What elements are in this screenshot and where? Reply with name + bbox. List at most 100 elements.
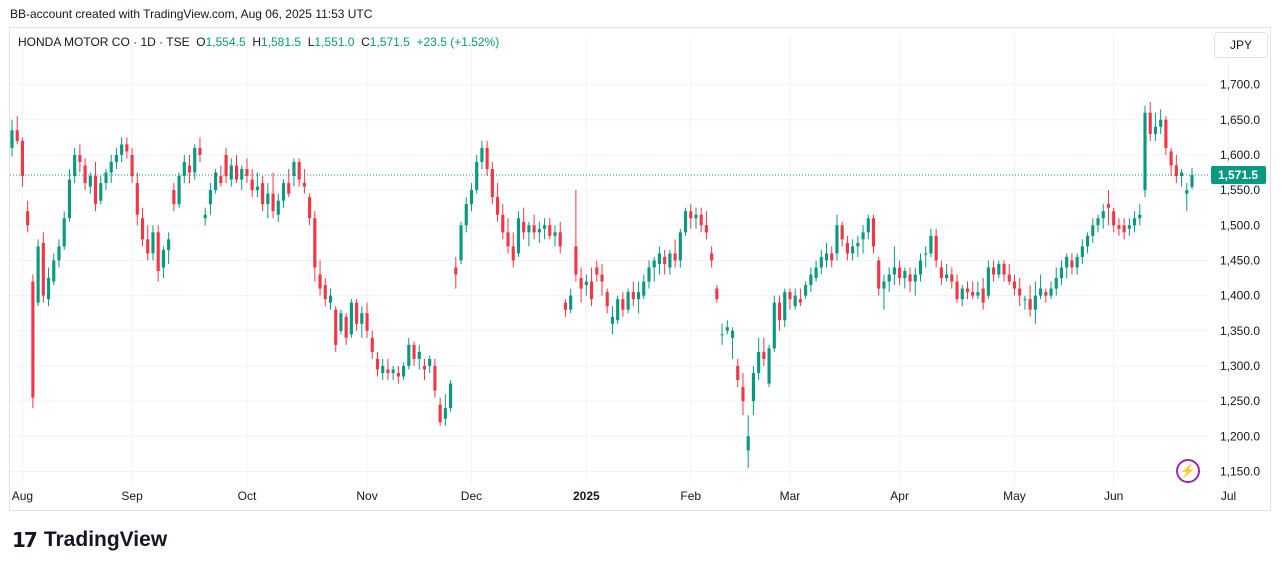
- candle[interactable]: [736, 358, 740, 388]
- candle[interactable]: [1096, 214, 1100, 233]
- candle[interactable]: [845, 235, 849, 261]
- candle[interactable]: [1159, 109, 1163, 134]
- candle[interactable]: [636, 281, 641, 314]
- candle[interactable]: [647, 260, 651, 289]
- candle[interactable]: [1190, 167, 1194, 190]
- candle[interactable]: [1133, 211, 1137, 233]
- candle[interactable]: [777, 295, 782, 331]
- candle[interactable]: [668, 249, 672, 275]
- candle[interactable]: [945, 263, 949, 282]
- candle[interactable]: [381, 358, 385, 381]
- candle[interactable]: [1080, 239, 1084, 264]
- symbol-name[interactable]: HONDA MOTOR CO · 1D · TSE: [18, 35, 190, 49]
- candle[interactable]: [1028, 285, 1032, 317]
- candle[interactable]: [250, 169, 254, 198]
- candle[interactable]: [715, 285, 719, 303]
- candle[interactable]: [386, 358, 390, 381]
- candle[interactable]: [412, 341, 416, 366]
- candle[interactable]: [370, 330, 374, 359]
- candle[interactable]: [652, 256, 656, 282]
- candle[interactable]: [960, 285, 964, 307]
- candle[interactable]: [1075, 253, 1079, 275]
- candle[interactable]: [109, 154, 113, 184]
- candle[interactable]: [683, 207, 688, 236]
- candle[interactable]: [281, 179, 286, 208]
- candle[interactable]: [99, 176, 103, 205]
- candle[interactable]: [339, 309, 343, 335]
- candle[interactable]: [1065, 253, 1069, 279]
- candle[interactable]: [261, 176, 265, 212]
- candle[interactable]: [1070, 253, 1074, 275]
- candle[interactable]: [856, 235, 860, 257]
- candle[interactable]: [934, 228, 938, 268]
- tradingview-logo[interactable]: 17 TradingView: [12, 528, 167, 552]
- candle[interactable]: [642, 274, 646, 300]
- candle[interactable]: [955, 274, 959, 303]
- candle[interactable]: [579, 267, 583, 303]
- candle[interactable]: [574, 190, 578, 282]
- candle[interactable]: [767, 344, 771, 388]
- candle[interactable]: [793, 288, 797, 310]
- candle[interactable]: [589, 267, 594, 307]
- candle[interactable]: [83, 158, 87, 191]
- candle[interactable]: [375, 351, 380, 377]
- candle[interactable]: [600, 263, 604, 296]
- candle[interactable]: [971, 281, 975, 300]
- candle[interactable]: [459, 221, 463, 264]
- candle[interactable]: [746, 415, 750, 468]
- candle[interactable]: [1185, 183, 1189, 212]
- candle[interactable]: [730, 327, 735, 359]
- candle[interactable]: [1012, 274, 1017, 296]
- candle[interactable]: [1112, 207, 1116, 233]
- candle[interactable]: [297, 158, 301, 187]
- candle[interactable]: [501, 204, 505, 240]
- candle[interactable]: [563, 299, 568, 317]
- candle[interactable]: [234, 154, 239, 184]
- candle[interactable]: [454, 256, 458, 289]
- candle[interactable]: [1101, 204, 1105, 229]
- candle[interactable]: [198, 137, 202, 162]
- candle[interactable]: [67, 169, 71, 222]
- candle[interactable]: [511, 232, 515, 268]
- candle[interactable]: [908, 267, 912, 293]
- candle[interactable]: [992, 260, 996, 282]
- candle[interactable]: [417, 344, 421, 370]
- candle[interactable]: [323, 278, 327, 307]
- candle[interactable]: [522, 207, 526, 240]
- candle[interactable]: [224, 147, 228, 184]
- candle[interactable]: [1169, 147, 1173, 177]
- candle[interactable]: [950, 267, 954, 289]
- candle[interactable]: [621, 292, 625, 317]
- candle[interactable]: [182, 154, 186, 184]
- candle[interactable]: [1174, 154, 1178, 184]
- candle[interactable]: [443, 394, 447, 426]
- candle[interactable]: [981, 278, 985, 310]
- candle[interactable]: [720, 323, 724, 345]
- candle[interactable]: [10, 119, 14, 157]
- candle[interactable]: [104, 169, 108, 191]
- candle[interactable]: [255, 172, 259, 198]
- candle[interactable]: [193, 144, 197, 180]
- candle[interactable]: [516, 211, 521, 257]
- candle[interactable]: [506, 218, 510, 254]
- candle[interactable]: [271, 172, 275, 219]
- candle[interactable]: [866, 214, 870, 240]
- candle[interactable]: [1049, 281, 1053, 300]
- candle[interactable]: [15, 116, 19, 145]
- candle[interactable]: [151, 225, 155, 261]
- candle[interactable]: [835, 214, 839, 261]
- candle[interactable]: [694, 207, 698, 229]
- candle[interactable]: [976, 281, 980, 300]
- candle[interactable]: [1153, 112, 1158, 141]
- candle[interactable]: [146, 225, 150, 261]
- candle[interactable]: [328, 288, 333, 310]
- candle[interactable]: [1179, 169, 1184, 187]
- candle[interactable]: [788, 288, 792, 310]
- candle[interactable]: [1018, 278, 1022, 307]
- candle[interactable]: [203, 207, 207, 226]
- candle[interactable]: [892, 246, 896, 286]
- candle[interactable]: [595, 260, 599, 282]
- candle[interactable]: [469, 183, 474, 212]
- candle[interactable]: [1044, 288, 1048, 303]
- candle[interactable]: [887, 267, 891, 293]
